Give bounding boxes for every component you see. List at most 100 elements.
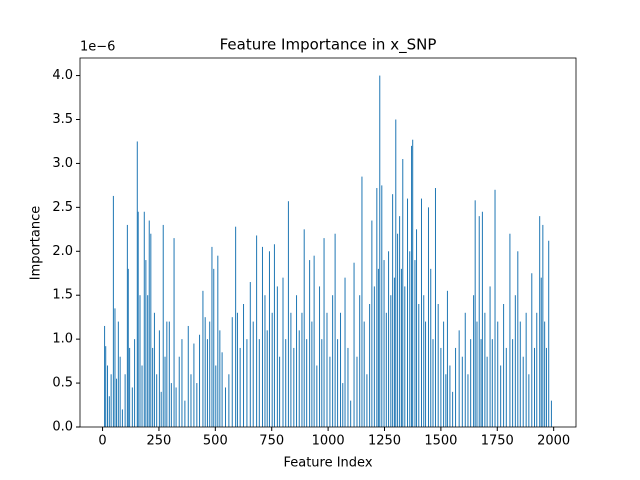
bar xyxy=(143,211,145,427)
bar xyxy=(411,145,413,427)
bar xyxy=(509,233,511,427)
x-tick-label: 1500 xyxy=(424,434,457,449)
bar xyxy=(282,277,284,427)
bar xyxy=(500,365,502,427)
bar xyxy=(474,200,476,427)
y-tick-label: 3.0 xyxy=(52,156,73,171)
y-tick-label: 4.0 xyxy=(52,68,73,83)
bar xyxy=(409,251,411,427)
bar xyxy=(412,139,414,427)
y-tick-label: 1.0 xyxy=(52,332,73,347)
y-tick-label: 2.0 xyxy=(52,244,73,259)
plot-frame xyxy=(79,57,577,428)
y-tick-label: 2.5 xyxy=(52,200,73,215)
bar xyxy=(392,194,394,427)
bar xyxy=(217,255,219,427)
bar xyxy=(481,211,483,427)
bar xyxy=(550,400,552,427)
x-tick-label: 1000 xyxy=(312,434,345,449)
x-tick-label: 2000 xyxy=(537,434,570,449)
bar xyxy=(221,352,223,427)
bar xyxy=(533,347,535,427)
bar xyxy=(337,339,339,427)
bar xyxy=(114,308,116,427)
bar xyxy=(455,347,457,427)
bar xyxy=(173,238,175,427)
bar xyxy=(276,286,278,427)
bar xyxy=(473,295,475,427)
bar xyxy=(271,312,273,427)
bar xyxy=(306,339,308,427)
bar xyxy=(252,321,254,427)
bar xyxy=(440,347,442,427)
bar xyxy=(126,224,128,427)
bar xyxy=(202,290,204,427)
bar xyxy=(404,286,406,427)
bar xyxy=(407,198,409,427)
bar xyxy=(249,282,251,427)
bar xyxy=(489,286,491,427)
bar xyxy=(400,268,402,427)
bar xyxy=(134,339,136,427)
bar xyxy=(131,387,133,427)
y-tick-label: 0.0 xyxy=(52,420,73,435)
y-tick-label: 0.5 xyxy=(52,376,73,391)
bar xyxy=(313,255,315,427)
bar xyxy=(379,75,381,428)
bar xyxy=(239,347,241,427)
bar xyxy=(432,339,434,427)
bar xyxy=(199,334,201,427)
bar xyxy=(361,176,363,427)
bar xyxy=(323,238,325,427)
bar xyxy=(168,321,170,427)
bar xyxy=(319,286,321,427)
chart-title: Feature Importance in x_SNP xyxy=(220,36,437,55)
bar xyxy=(356,356,358,427)
bar xyxy=(219,330,221,427)
bar xyxy=(464,312,466,427)
bar xyxy=(256,235,258,427)
bar xyxy=(124,374,126,427)
bar xyxy=(231,317,233,427)
bar xyxy=(449,365,451,427)
bar xyxy=(141,365,143,427)
bar xyxy=(303,229,305,427)
bar xyxy=(393,277,395,427)
bar xyxy=(383,260,385,427)
bar xyxy=(175,387,177,427)
bar xyxy=(373,286,375,427)
bar xyxy=(486,356,488,427)
bar xyxy=(301,312,303,427)
bar xyxy=(243,304,245,427)
bar xyxy=(147,295,149,427)
x-tick-label: 750 xyxy=(259,434,284,449)
bar xyxy=(266,330,268,427)
bar xyxy=(196,383,198,427)
bar xyxy=(287,201,289,427)
bar xyxy=(397,233,399,427)
bar xyxy=(385,312,387,427)
bar xyxy=(145,260,147,427)
bar xyxy=(112,195,114,427)
bar xyxy=(235,226,237,427)
bar xyxy=(190,374,192,427)
bar xyxy=(427,207,429,427)
bar xyxy=(110,374,112,427)
bar xyxy=(353,262,355,427)
bar xyxy=(359,295,361,427)
bar xyxy=(497,321,499,427)
bar xyxy=(162,224,164,427)
bar xyxy=(395,119,397,427)
bar xyxy=(548,240,550,427)
x-tick-label: 1750 xyxy=(481,434,514,449)
bar xyxy=(285,339,287,427)
bar xyxy=(170,383,172,427)
bar xyxy=(420,198,422,427)
bar xyxy=(369,304,371,427)
bar xyxy=(209,321,211,427)
bar xyxy=(148,220,150,427)
bar xyxy=(470,339,472,427)
bar xyxy=(246,339,248,427)
bar xyxy=(326,312,328,427)
